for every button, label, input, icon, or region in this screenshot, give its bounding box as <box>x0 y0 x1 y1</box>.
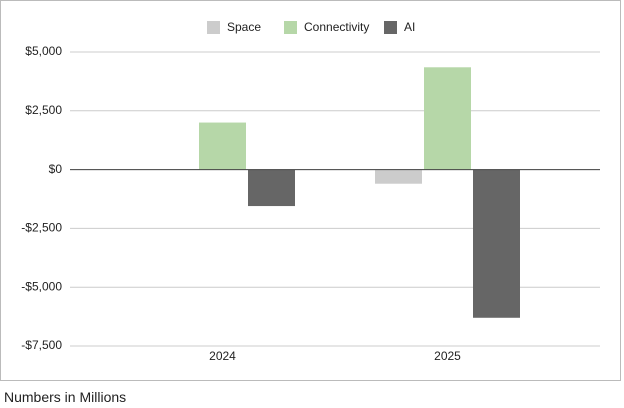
bar <box>375 169 422 184</box>
y-tick-label: $2,500 <box>25 103 62 117</box>
bar <box>199 122 246 170</box>
y-tick-label: $5,000 <box>25 44 62 58</box>
bar <box>248 169 295 207</box>
legend-label: AI <box>404 20 415 34</box>
x-tick-label: 2025 <box>434 349 461 363</box>
bar <box>473 169 520 318</box>
y-tick-label: $0 <box>49 162 63 176</box>
chart-border <box>0 0 621 381</box>
bar <box>424 67 471 170</box>
y-tick-label: -$2,500 <box>21 221 62 235</box>
chart: -$7,500 -$5,000 -$2,500 $0 $2,500 $5,000 2024 2… <box>0 0 621 381</box>
y-tick-label: -$7,500 <box>21 338 62 352</box>
footnote: Numbers in Millions <box>4 389 127 405</box>
legend-label: Space <box>227 20 261 34</box>
legend-swatch <box>207 21 220 34</box>
legend-swatch <box>384 21 397 34</box>
legend-label: Connectivity <box>304 20 369 34</box>
x-tick-label: 2024 <box>209 349 236 363</box>
y-tick-label: -$5,000 <box>21 279 62 293</box>
legend-swatch <box>284 21 297 34</box>
